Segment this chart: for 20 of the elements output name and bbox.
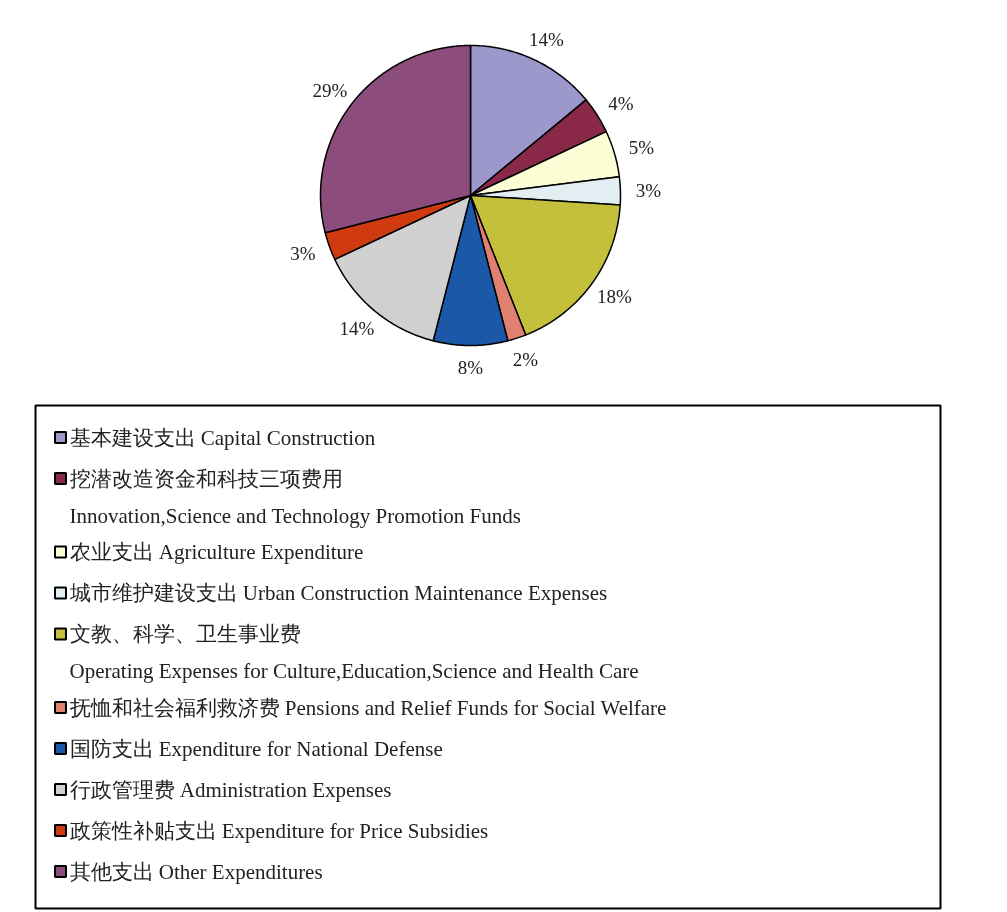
data-label: 14% bbox=[339, 317, 375, 339]
data-label: 3% bbox=[635, 179, 662, 201]
data-label: 3% bbox=[290, 243, 316, 265]
data-label: 29% bbox=[312, 79, 348, 101]
legend-label: 抚恤和社会福利救济费 Pensions and Relief Funds for Social Welfare bbox=[68, 695, 667, 720]
legend-label: 国防支出 Expenditure for National Defense bbox=[69, 736, 443, 761]
legend-label: 基本建设支出 Capital Construction bbox=[69, 425, 376, 450]
data-label: 8% bbox=[457, 357, 484, 378]
data-label: 2% bbox=[512, 348, 539, 370]
legend-label: 文教、科学、卫生事业费 Operating Expenses for Culture,Education,Science and Health Care bbox=[69, 622, 639, 684]
legend-label: 城市维护建设支出 Urban Construction Maintenance Expenses bbox=[68, 581, 608, 606]
data-label: 5% bbox=[628, 137, 655, 159]
legend-label: 农业支出 Agriculture Expenditure bbox=[69, 540, 364, 565]
data-label: 14% bbox=[528, 29, 564, 51]
legend-label: 政策性补贴支出 Expenditure for Price Subsidies bbox=[69, 818, 489, 843]
legend-label: 挖潜改造资金和科技三项费用 Innovation,Science and Technology Promotion Funds bbox=[69, 466, 521, 528]
legend-label: 其他支出 Other Expenditures bbox=[69, 859, 323, 884]
legend-label: 行政管理费 Administration Expenses bbox=[69, 777, 392, 802]
data-label: 4% bbox=[608, 92, 634, 114]
data-label: 18% bbox=[597, 286, 633, 308]
